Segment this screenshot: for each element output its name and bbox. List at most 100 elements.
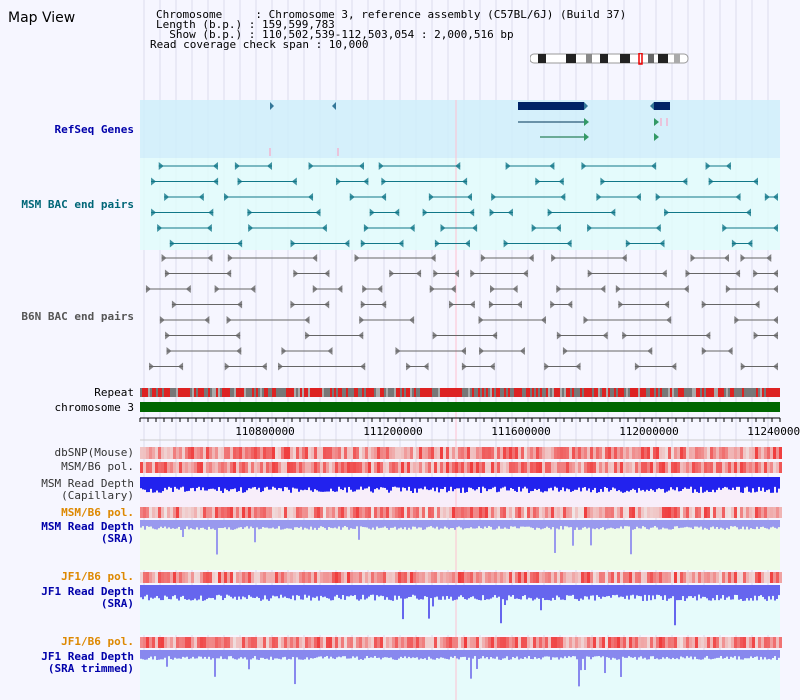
msm-sra-depth-bar — [700, 520, 702, 527]
jf1-pol2-cell — [578, 637, 581, 648]
msm-cap-depth-bar — [444, 477, 446, 487]
label-jf1-depth-sra[interactable]: JF1 Read Depth (SRA) — [41, 585, 134, 610]
msm-sra-depth-bar — [462, 520, 464, 530]
jf1-trim-depth-bar — [256, 650, 258, 660]
msm-cap-depth-bar — [284, 477, 286, 488]
jf1-pol-cell — [323, 572, 326, 583]
jf1-pol2-cell — [251, 637, 254, 648]
msm-sra-depth-bar — [770, 520, 772, 528]
label-msm-b6-pol-2[interactable]: MSM/B6 pol. — [61, 506, 134, 519]
msm-pol2-cell — [254, 507, 257, 518]
jf1-pol2-cell — [674, 637, 677, 648]
repeat-segment — [724, 388, 726, 397]
jf1-trim-depth-bar — [576, 650, 578, 660]
repeat-segment — [496, 388, 498, 397]
repeat-segment — [428, 388, 430, 397]
msm-cap-depth-bar — [394, 477, 396, 487]
jf1-pol-cell — [461, 572, 464, 583]
label-jf1-b6-pol-2[interactable]: JF1/B6 pol. — [61, 635, 134, 648]
jf1-sra-depth-bar — [370, 585, 372, 595]
b6n-bac-pair-end — [519, 347, 525, 355]
label-dbsnp[interactable]: dbSNP(Mouse) — [54, 446, 134, 459]
msm-cap-depth-bar — [302, 477, 304, 491]
jf1-pol-cell — [449, 572, 452, 583]
msm-sra-depth-bar — [440, 520, 442, 529]
label-jf1-depth-trimmed[interactable]: JF1 Read Depth (SRA trimmed) — [41, 650, 134, 675]
label-msm-b6-pol-1[interactable]: MSM/B6 pol. — [61, 460, 134, 473]
dbsnp-cell — [218, 447, 221, 459]
repeat-segment — [460, 388, 462, 397]
msm-pol2-cell — [695, 507, 698, 518]
msm-sra-depth-bar — [160, 520, 162, 527]
msm-bac-pair-end — [555, 224, 561, 232]
gene-arrow — [654, 133, 659, 141]
repeat-segment — [316, 388, 318, 397]
msm-cap-depth-bar — [334, 477, 336, 492]
jf1-pol2-cell — [491, 637, 494, 648]
chromosome-ideogram[interactable] — [530, 53, 690, 65]
msm-cap-depth-bar — [340, 477, 342, 490]
jf1-sra-depth-bar — [166, 585, 168, 597]
jf1-sra-depth-bar — [186, 585, 188, 600]
msm-sra-depth-bar — [218, 520, 220, 528]
jf1-sra-depth-bar — [292, 585, 294, 596]
label-msm-depth-sra[interactable]: MSM Read Depth (SRA) — [41, 520, 134, 545]
jf1-trim-depth-bar — [220, 650, 222, 657]
label-b6n-bac[interactable]: B6N BAC end pairs — [21, 310, 134, 323]
label-chromosome[interactable]: chromosome 3 — [54, 401, 134, 414]
b6n-bac-pair-end — [470, 269, 476, 278]
repeat-segment — [376, 388, 378, 397]
jf1-pol2-cell — [515, 637, 518, 648]
repeat-segment — [510, 388, 512, 397]
jf1-sra-depth-bar — [622, 585, 624, 597]
msm-cap-depth-bar — [424, 477, 426, 487]
msm-sra-depth-bar — [296, 520, 298, 528]
jf1-trim-depth-bar — [634, 650, 636, 657]
msm-cap-depth-bar — [264, 477, 266, 488]
msm-pol2-cell — [221, 507, 224, 518]
jf1-trim-depth-bar — [414, 650, 416, 658]
jf1-pol2-cell — [773, 637, 776, 648]
repeat-segment — [442, 388, 444, 397]
repeat-segment — [602, 388, 604, 397]
label-repeat[interactable]: Repeat — [94, 386, 134, 399]
jf1-pol-cell — [764, 572, 767, 583]
jf1-pol-cell — [374, 572, 377, 583]
jf1-sra-depth-bar — [740, 585, 742, 600]
label-jf1-b6-pol-1[interactable]: JF1/B6 pol. — [61, 570, 134, 583]
label-msm-bac[interactable]: MSM BAC end pairs — [21, 198, 134, 211]
label-msm-depth-capillary[interactable]: MSM Read Depth (Capillary) — [41, 477, 134, 502]
msm-sra-depth-bar — [438, 520, 440, 530]
msm-cap-depth-bar — [568, 477, 570, 490]
label-refseq[interactable]: RefSeq Genes — [54, 123, 134, 136]
jf1-trim-depth-bar — [166, 650, 168, 667]
msm-bac-pair-end — [212, 162, 218, 170]
msm-pol-cell — [596, 462, 599, 473]
jf1-trim-depth-bar — [696, 650, 698, 660]
jf1-pol2-cell — [164, 637, 167, 648]
msm-pol2-cell — [389, 507, 392, 518]
msm-sra-depth-bar — [640, 520, 642, 529]
jf1-pol2-cell — [656, 637, 659, 648]
jf1-trim-depth-bar — [472, 650, 474, 659]
msm-bac-pair-end — [363, 177, 369, 186]
jf1-sra-depth-bar — [766, 585, 768, 601]
dbsnp-cell — [332, 447, 335, 459]
msm-pol2-cell — [548, 507, 551, 518]
jf1-trim-depth-bar — [190, 650, 192, 659]
msm-bac-pair-end — [507, 208, 513, 217]
jf1-sra-depth-bar — [614, 585, 616, 596]
msm-sra-depth-bar — [542, 520, 544, 529]
jf1-sra-depth-bar — [524, 585, 526, 596]
jf1-sra-depth-bar — [604, 585, 606, 598]
msm-pol-cell — [296, 462, 299, 473]
msm-sra-depth-bar — [474, 520, 476, 529]
jf1-pol-cell — [185, 572, 188, 583]
msm-pol2-cell — [428, 507, 431, 518]
jf1-pol2-cell — [779, 637, 782, 648]
dbsnp-cell — [668, 447, 671, 459]
msm-pol-cell — [581, 462, 584, 473]
b6n-bac-pair-end — [324, 269, 330, 278]
jf1-pol-cell — [479, 572, 482, 583]
jf1-trim-depth-bar — [594, 650, 596, 657]
